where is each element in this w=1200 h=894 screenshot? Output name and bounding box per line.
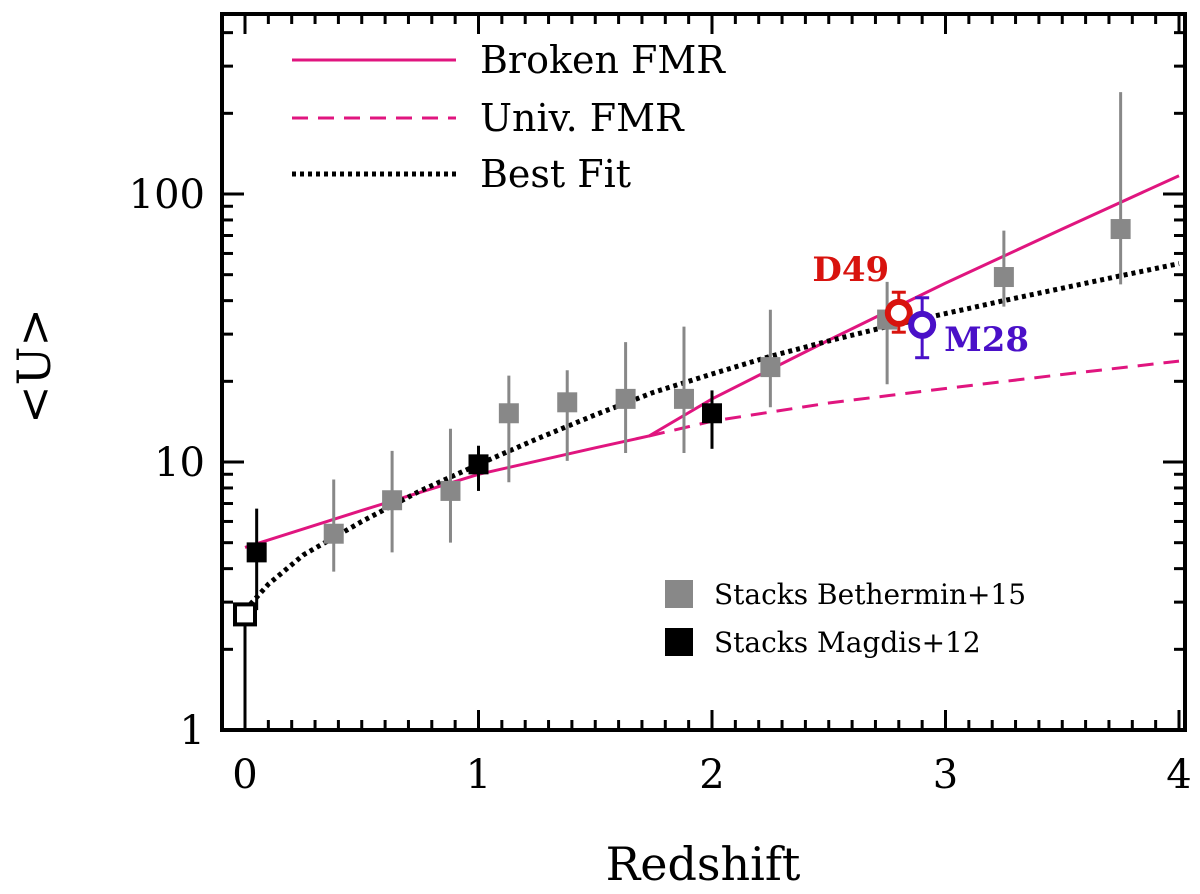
- annotation-label-m28: M28: [944, 320, 1029, 360]
- legend-marker: [665, 580, 693, 608]
- data-point: [440, 480, 461, 501]
- data-point: [673, 388, 694, 409]
- legend-label: Best Fit: [480, 152, 631, 196]
- data-point: [468, 454, 489, 475]
- y-tick-label: 100: [129, 172, 205, 218]
- y-tick-label: 10: [154, 440, 205, 486]
- legend-label: Univ. FMR: [480, 96, 685, 140]
- legend-label: Stacks Magdis+12: [714, 626, 981, 659]
- points-layer: [233, 92, 1131, 730]
- series-line-univ-fmr: [648, 359, 1180, 438]
- x-axis-title: Redshift: [606, 837, 801, 890]
- annotation-label-d49: D49: [812, 250, 889, 290]
- legend: Broken FMR Univ. FMR Best Fit Stacks Bether…: [292, 38, 1026, 659]
- y-axis-title: <U>: [7, 308, 61, 424]
- annotation-marker-m28: [908, 310, 937, 339]
- data-point: [760, 357, 781, 378]
- data-point: [498, 403, 519, 424]
- legend-marker: [665, 628, 693, 656]
- x-tick-label: 1: [466, 752, 491, 798]
- plot-frame: [220, 12, 1187, 732]
- data-point: [557, 392, 578, 413]
- x-tick-label: 2: [699, 752, 724, 798]
- legend-label: Broken FMR: [480, 38, 726, 82]
- ticks-layer: [222, 14, 1185, 732]
- data-point: [382, 490, 403, 511]
- data-point: [1110, 219, 1131, 240]
- data-point: [702, 403, 722, 424]
- data-point: [323, 523, 344, 544]
- legend-label: Stacks Bethermin+15: [714, 578, 1026, 611]
- x-tick-label: 4: [1166, 752, 1191, 798]
- data-point: [233, 602, 257, 627]
- data-point: [246, 542, 267, 563]
- x-tick-label: 0: [232, 752, 257, 798]
- y-tick-label: 1: [180, 708, 205, 754]
- annotation-marker-d49: [884, 298, 913, 327]
- data-point: [993, 267, 1014, 288]
- data-point: [615, 388, 636, 409]
- x-tick-label: 3: [933, 752, 958, 798]
